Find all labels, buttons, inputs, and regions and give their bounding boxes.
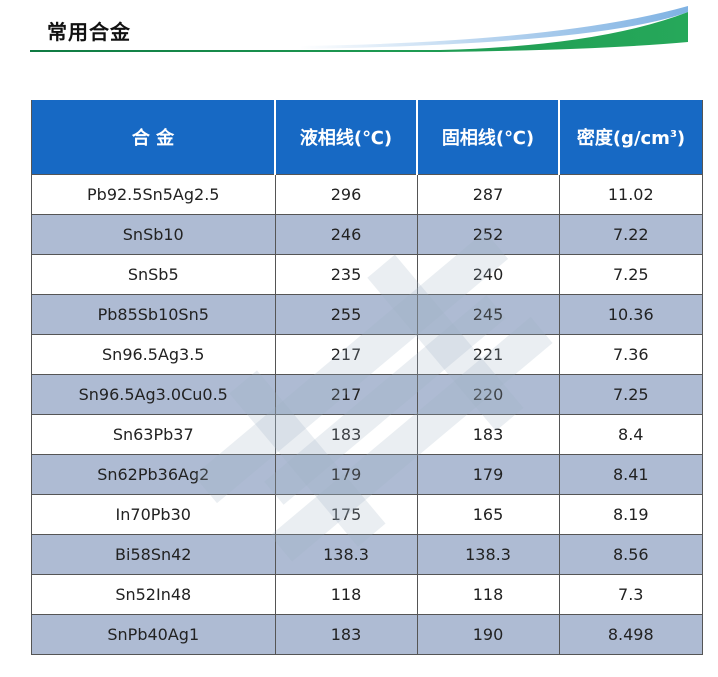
cell-alloy: Bi58Sn42 [31, 534, 276, 575]
cell-alloy: SnSb10 [31, 214, 276, 255]
col-header-density: 密度(g/cm3) [558, 100, 703, 175]
table-row: SnSb5 235 240 7.25 [31, 254, 703, 295]
col-header-alloy: 合 金 [31, 100, 276, 175]
page-title: 常用合金 [47, 20, 131, 44]
cell-liquidus: 138.3 [274, 534, 418, 575]
cell-solidus: 165 [416, 494, 560, 535]
alloy-table: 合 金 液相线(℃) 固相线(℃) 密度(g/cm3) Pb92.5Sn5Ag2… [31, 100, 703, 655]
cell-density: 7.22 [558, 214, 703, 255]
cell-solidus: 287 [416, 174, 560, 215]
cell-liquidus: 183 [274, 614, 418, 655]
cell-density: 7.25 [558, 254, 703, 295]
cell-liquidus: 296 [274, 174, 418, 215]
cell-density: 8.56 [558, 534, 703, 575]
section-header: 常用合金 [0, 0, 718, 62]
cell-alloy: In70Pb30 [31, 494, 276, 535]
cell-solidus: 252 [416, 214, 560, 255]
cell-solidus: 220 [416, 374, 560, 415]
cell-alloy: Sn96.5Ag3.0Cu0.5 [31, 374, 276, 415]
cell-density: 10.36 [558, 294, 703, 335]
cell-alloy: Pb92.5Sn5Ag2.5 [31, 174, 276, 215]
cell-density: 8.4 [558, 414, 703, 455]
cell-solidus: 240 [416, 254, 560, 295]
cell-density: 7.3 [558, 574, 703, 615]
table-row: SnPb40Ag1 183 190 8.498 [31, 614, 703, 655]
cell-liquidus: 118 [274, 574, 418, 615]
cell-density: 7.25 [558, 374, 703, 415]
cell-liquidus: 246 [274, 214, 418, 255]
cell-solidus: 138.3 [416, 534, 560, 575]
cell-solidus: 221 [416, 334, 560, 375]
table-row: Sn52In48 118 118 7.3 [31, 574, 703, 615]
col-header-liquidus: 液相线(℃) [274, 100, 418, 175]
cell-alloy: Sn52In48 [31, 574, 276, 615]
cell-liquidus: 183 [274, 414, 418, 455]
table-row: In70Pb30 175 165 8.19 [31, 494, 703, 535]
cell-solidus: 118 [416, 574, 560, 615]
col-header-solidus: 固相线(℃) [416, 100, 560, 175]
table-row: Sn96.5Ag3.5 217 221 7.36 [31, 334, 703, 375]
cell-solidus: 245 [416, 294, 560, 335]
cell-solidus: 179 [416, 454, 560, 495]
cell-liquidus: 235 [274, 254, 418, 295]
cell-density: 11.02 [558, 174, 703, 215]
cell-solidus: 183 [416, 414, 560, 455]
cell-alloy: Sn96.5Ag3.5 [31, 334, 276, 375]
cell-liquidus: 255 [274, 294, 418, 335]
table-row: Sn62Pb36Ag2 179 179 8.41 [31, 454, 703, 495]
cell-alloy: SnPb40Ag1 [31, 614, 276, 655]
table-body: Pb92.5Sn5Ag2.5 296 287 11.02 SnSb10 246 252 7.2… [31, 174, 703, 655]
cell-liquidus: 217 [274, 334, 418, 375]
cell-density: 8.41 [558, 454, 703, 495]
cell-alloy: SnSb5 [31, 254, 276, 295]
cell-density: 7.36 [558, 334, 703, 375]
cell-density: 8.498 [558, 614, 703, 655]
table-row: Pb92.5Sn5Ag2.5 296 287 11.02 [31, 174, 703, 215]
cell-liquidus: 179 [274, 454, 418, 495]
table-row: Sn63Pb37 183 183 8.4 [31, 414, 703, 455]
cell-liquidus: 217 [274, 374, 418, 415]
table-row: SnSb10 246 252 7.22 [31, 214, 703, 255]
cell-alloy: Sn62Pb36Ag2 [31, 454, 276, 495]
table-header-row: 合 金 液相线(℃) 固相线(℃) 密度(g/cm3) [31, 100, 703, 175]
table-row: Bi58Sn42 138.3 138.3 8.56 [31, 534, 703, 575]
cell-alloy: Pb85Sb10Sn5 [31, 294, 276, 335]
cell-liquidus: 175 [274, 494, 418, 535]
cell-density: 8.19 [558, 494, 703, 535]
cell-alloy: Sn63Pb37 [31, 414, 276, 455]
section-header-bar [30, 6, 688, 52]
table-row: Sn96.5Ag3.0Cu0.5 217 220 7.25 [31, 374, 703, 415]
table-row: Pb85Sb10Sn5 255 245 10.36 [31, 294, 703, 335]
cell-solidus: 190 [416, 614, 560, 655]
